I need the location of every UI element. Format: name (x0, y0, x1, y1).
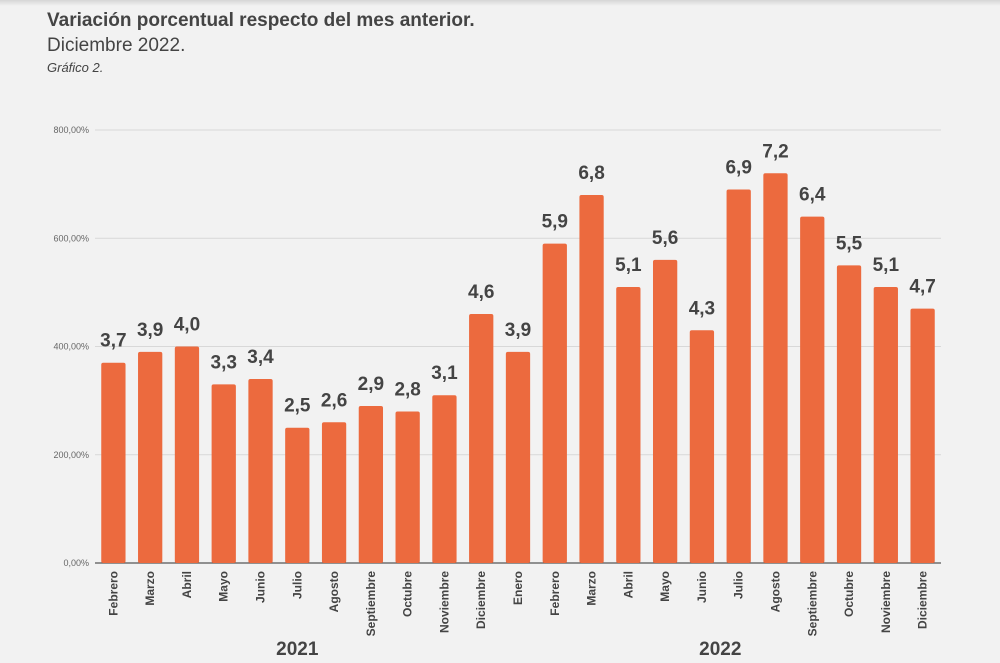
data-label: 6,8 (578, 163, 604, 184)
x-tick-label: Mayo (217, 571, 231, 602)
data-label: 5,9 (542, 212, 568, 233)
year-label: 2022 (699, 639, 741, 660)
bar (101, 362, 126, 563)
bar (579, 194, 604, 563)
data-label: 6,4 (799, 185, 826, 206)
data-label: 4,3 (689, 298, 715, 319)
year-label: 2021 (276, 639, 319, 660)
x-axis-labels: Febrero Marzo Abril Mayo Junio Julio Agosto Sep… (106, 571, 929, 637)
x-tick-label: Abril (180, 571, 194, 598)
data-label: 5,1 (615, 255, 642, 276)
data-label: 4,7 (909, 277, 935, 298)
data-label: 2,9 (358, 374, 384, 395)
x-tick-label: Diciembre (474, 571, 488, 629)
bar (800, 216, 825, 563)
x-tick-label: Marzo (143, 571, 157, 606)
x-tick-label: Julio (732, 571, 746, 599)
data-label: 2,5 (284, 396, 311, 417)
bar (542, 243, 567, 563)
bar (873, 286, 898, 563)
y-tick-label: 0,00% (63, 558, 89, 568)
bar (138, 351, 163, 563)
y-tick-label: 200,00% (53, 450, 89, 460)
chart-title: Variación porcentual respecto del mes an… (47, 10, 475, 31)
bar (395, 411, 420, 563)
bar (689, 330, 715, 563)
data-label: 3,1 (431, 363, 458, 384)
data-labels: 3,7 3,9 4,0 3,3 3,4 2,5 2,6 2,9 2,8 3,1 4,6 3,9 5,9 6… (100, 141, 936, 416)
x-tick-label: Noviembre (437, 571, 451, 633)
bar (836, 265, 862, 563)
x-tick-label: Febrero (548, 571, 562, 616)
bar (726, 189, 751, 563)
bar (321, 422, 347, 563)
x-tick-label: Junio (695, 571, 709, 603)
x-tick-label: Septiembre (805, 571, 819, 637)
x-tick-label: Septiembre (364, 571, 378, 637)
bar (505, 351, 531, 563)
x-tick-label: Enero (511, 571, 525, 605)
data-label: 2,6 (321, 390, 347, 411)
bar (174, 346, 200, 563)
x-tick-label: Febrero (106, 571, 120, 616)
data-label: 3,3 (211, 352, 237, 373)
bar (285, 427, 310, 563)
data-label: 4,0 (174, 315, 200, 336)
x-tick-label: Noviembre (879, 571, 893, 633)
data-label: 5,6 (652, 228, 678, 249)
chart-caption: Gráfico 2. (47, 60, 104, 75)
x-tick-label: Abril (621, 571, 635, 598)
bars (101, 173, 935, 564)
data-label: 2,8 (394, 379, 420, 400)
data-label: 6,9 (725, 158, 751, 179)
data-label: 3,4 (247, 347, 274, 368)
x-tick-label: Octubre (401, 571, 415, 617)
bar (432, 395, 457, 563)
y-tick-label: 400,00% (53, 342, 89, 352)
y-tick-label: 600,00% (53, 233, 89, 243)
x-tick-label: Mayo (658, 571, 672, 602)
data-label: 3,9 (505, 320, 531, 341)
year-group-labels: 2021 2022 (276, 639, 741, 660)
bar (910, 308, 935, 563)
data-label: 4,6 (468, 282, 494, 303)
bar (469, 314, 494, 563)
bar (211, 384, 236, 563)
y-tick-label: 800,00% (53, 125, 89, 135)
data-label: 3,9 (137, 320, 163, 341)
x-tick-label: Julio (290, 571, 304, 599)
y-axis-ticks: 0,00% 200,00% 400,00% 600,00% 800,00% (53, 125, 89, 568)
bar (248, 378, 273, 563)
x-tick-label: Junio (254, 571, 268, 603)
x-tick-label: Octubre (842, 571, 856, 617)
x-tick-label: Diciembre (916, 571, 930, 629)
bar (763, 173, 788, 564)
x-tick-label: Marzo (585, 571, 599, 606)
bar (358, 406, 384, 563)
top-shadow (0, 0, 1000, 6)
data-label: 3,7 (100, 331, 126, 352)
data-label: 7,2 (762, 141, 788, 162)
bar (616, 286, 641, 563)
bar (652, 259, 678, 563)
x-tick-label: Agosto (327, 571, 341, 612)
chart-subtitle: Diciembre 2022. (47, 35, 186, 56)
data-label: 5,1 (873, 255, 900, 276)
x-tick-label: Agosto (768, 571, 782, 612)
data-label: 5,5 (836, 233, 863, 254)
